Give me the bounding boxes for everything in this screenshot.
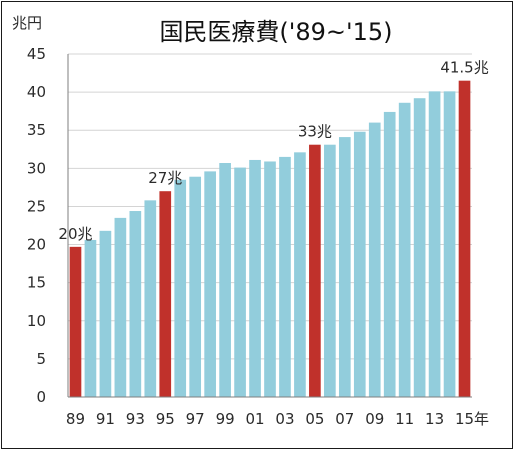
y-tick-label: 40	[27, 83, 46, 101]
bars	[69, 80, 471, 398]
bar	[114, 217, 127, 397]
bar	[353, 131, 366, 397]
x-tick-label: 93	[126, 410, 145, 428]
x-tick-label: 91	[96, 410, 115, 428]
bar	[189, 176, 202, 397]
bar	[338, 137, 351, 398]
y-tick-label: 10	[27, 312, 46, 330]
bar	[219, 162, 231, 397]
x-axis-unit-label: 年	[474, 410, 489, 428]
bar-highlight	[159, 191, 172, 397]
x-tick-label: 07	[335, 410, 354, 428]
data-label: 33兆	[298, 123, 332, 141]
bar	[84, 239, 97, 397]
bar-highlight	[309, 144, 321, 397]
data-label: 41.5兆	[440, 59, 488, 77]
x-tick-label: 01	[245, 410, 264, 428]
x-tick-label: 95	[156, 410, 175, 428]
bar	[129, 211, 142, 397]
x-tick-label: 11	[395, 410, 414, 428]
bar	[99, 230, 112, 397]
y-tick-label: 0	[36, 388, 46, 406]
bar	[443, 91, 456, 398]
y-tick-label: 35	[27, 121, 46, 139]
x-tick-label: 89	[66, 410, 85, 428]
bar	[249, 159, 261, 397]
bar	[294, 152, 306, 397]
x-tick-label: 99	[216, 410, 235, 428]
bar	[368, 122, 381, 397]
bar	[264, 161, 276, 397]
x-tick-label: 05	[305, 410, 324, 428]
data-label: 20兆	[58, 225, 92, 243]
y-tick-label: 5	[36, 350, 46, 368]
x-tick-label: 03	[275, 410, 294, 428]
bar	[324, 144, 336, 397]
axes	[67, 54, 472, 398]
bar	[398, 102, 411, 397]
y-tick-label: 30	[27, 159, 46, 177]
chart-title: 国民医療費('89~'15)	[159, 18, 392, 46]
y-tick-label: 45	[27, 45, 46, 63]
bar	[279, 156, 291, 397]
bar	[383, 111, 396, 397]
bar-highlight	[458, 80, 471, 397]
x-tick-label: 13	[425, 410, 444, 428]
y-axis-unit-label: 兆円	[12, 14, 42, 32]
x-tick-label: 09	[365, 410, 384, 428]
bar	[174, 179, 187, 397]
bar	[428, 91, 441, 398]
bar	[234, 167, 246, 397]
x-tick-label: 97	[186, 410, 205, 428]
y-tick-label: 20	[27, 236, 46, 254]
y-tick-label: 25	[27, 197, 46, 215]
bar	[144, 200, 157, 397]
x-tick-label: 15	[455, 410, 474, 428]
bar	[204, 171, 216, 397]
bar	[413, 98, 426, 397]
y-tick-label: 15	[27, 274, 46, 292]
data-label: 27兆	[148, 169, 182, 187]
bar-highlight	[69, 246, 82, 397]
